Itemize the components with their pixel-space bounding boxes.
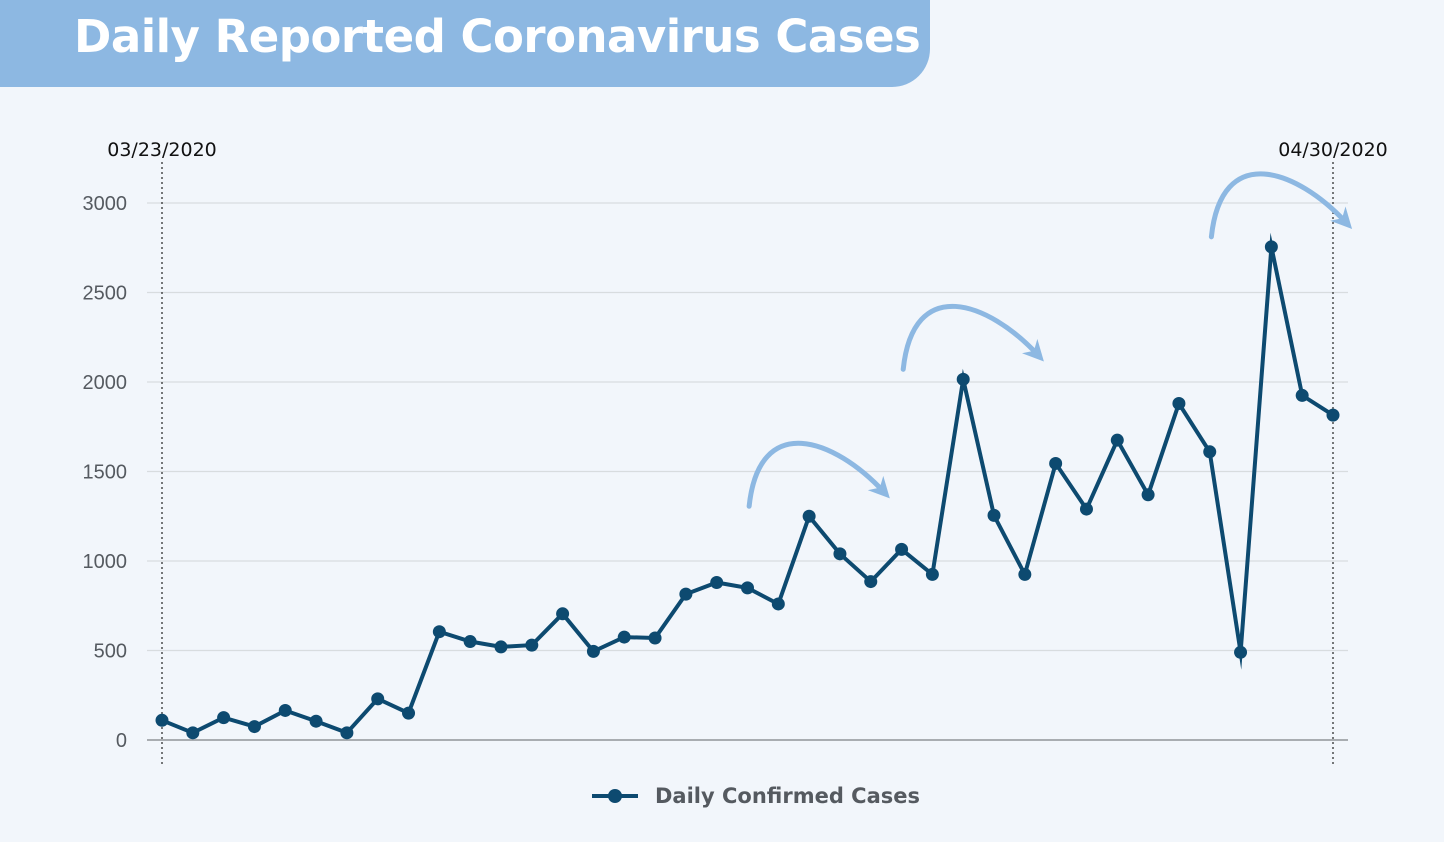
data-point bbox=[278, 703, 292, 717]
data-point bbox=[1203, 445, 1217, 459]
data-point bbox=[402, 706, 416, 720]
legend-swatch-icon bbox=[592, 789, 638, 803]
data-point bbox=[247, 720, 261, 734]
data-point bbox=[340, 726, 354, 740]
data-point bbox=[1172, 396, 1186, 410]
data-point bbox=[186, 726, 200, 740]
chart-title: Daily Reported Coronavirus Cases bbox=[74, 10, 921, 63]
data-point bbox=[217, 711, 231, 725]
data-point bbox=[1326, 408, 1340, 422]
data-point bbox=[987, 508, 1001, 522]
data-point bbox=[1018, 567, 1032, 581]
data-point bbox=[1141, 488, 1155, 502]
date-markers: 03/23/2020 04/30/2020 bbox=[107, 139, 1388, 766]
data-point bbox=[155, 713, 169, 727]
data-point bbox=[710, 575, 724, 589]
data-point bbox=[1295, 388, 1309, 402]
series-daily-confirmed bbox=[155, 232, 1340, 740]
date-label-start: 03/23/2020 bbox=[107, 139, 217, 161]
data-point bbox=[556, 607, 570, 621]
data-point bbox=[1234, 645, 1248, 659]
y-tick-label-0: 0 bbox=[116, 730, 127, 752]
data-point bbox=[371, 692, 385, 706]
data-point bbox=[463, 635, 477, 649]
grid-lines bbox=[147, 202, 1348, 741]
data-point bbox=[494, 640, 508, 654]
data-point bbox=[679, 587, 693, 601]
data-point bbox=[895, 542, 909, 556]
title-banner: Daily Reported Coronavirus Cases bbox=[0, 0, 930, 87]
legend: Daily Confirmed Cases bbox=[592, 780, 920, 812]
data-point bbox=[925, 567, 939, 581]
date-label-end: 04/30/2020 bbox=[1278, 139, 1388, 161]
y-tick-label-2000: 2000 bbox=[83, 372, 128, 394]
data-point bbox=[309, 714, 323, 728]
y-tick-label-3000: 3000 bbox=[83, 193, 128, 215]
data-point bbox=[1110, 433, 1124, 447]
legend-label: Daily Confirmed Cases bbox=[655, 784, 921, 808]
data-point bbox=[1079, 502, 1093, 516]
trend-arrow-icon bbox=[746, 440, 890, 509]
data-point bbox=[1049, 456, 1063, 470]
y-tick-label-1500: 1500 bbox=[83, 462, 128, 484]
data-point bbox=[956, 372, 970, 386]
data-point bbox=[1264, 240, 1278, 254]
data-point bbox=[833, 547, 847, 561]
data-point bbox=[741, 581, 754, 595]
trend-arrows bbox=[746, 171, 1353, 509]
data-point bbox=[586, 644, 600, 658]
series-line-daily-confirmed bbox=[161, 232, 1335, 736]
trend-arrow-icon bbox=[900, 303, 1044, 372]
y-tick-label-2500: 2500 bbox=[83, 283, 128, 305]
trend-arrow-icon bbox=[1208, 171, 1353, 240]
y-tick-label-1000: 1000 bbox=[83, 551, 128, 573]
y-axis-ticks: 0 500 1000 1500 2000 2500 3000 bbox=[83, 193, 128, 752]
data-point bbox=[771, 597, 785, 611]
data-point bbox=[648, 631, 662, 645]
data-point bbox=[525, 638, 539, 652]
data-point bbox=[617, 630, 631, 644]
data-point bbox=[802, 509, 816, 523]
y-tick-label-500: 500 bbox=[94, 641, 127, 663]
data-point bbox=[432, 625, 446, 639]
data-point bbox=[864, 575, 878, 589]
